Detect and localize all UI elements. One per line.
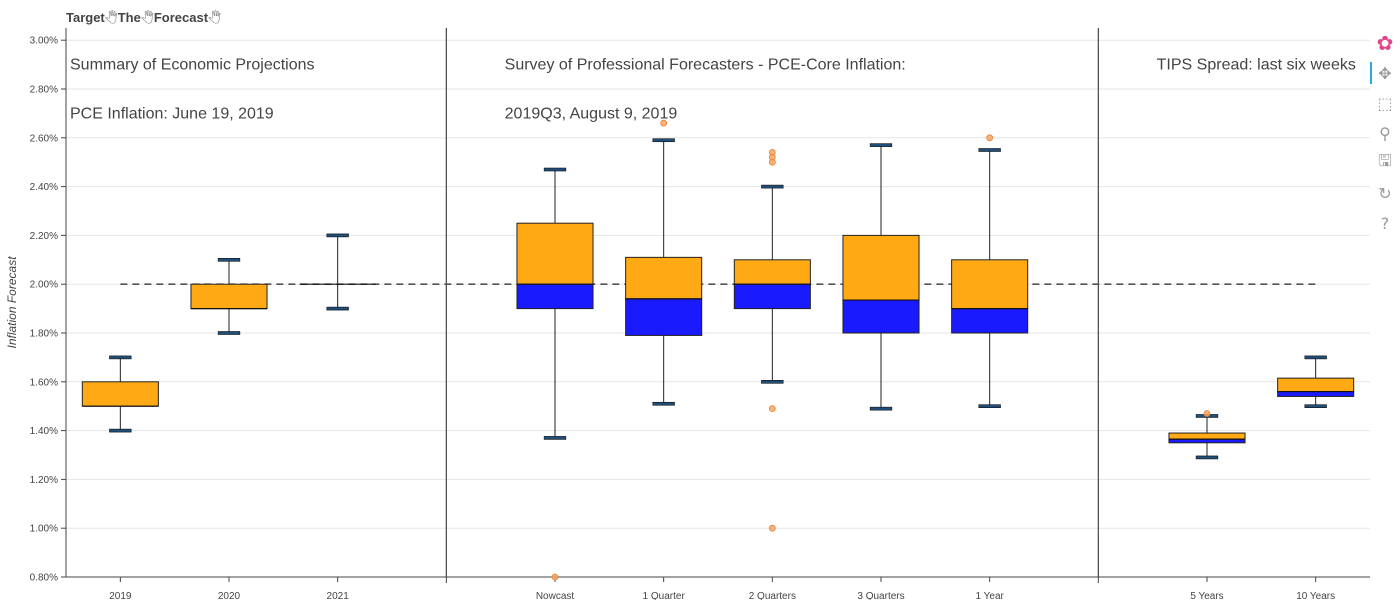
box-upper xyxy=(1168,432,1246,440)
x-tick-label: 3 Quarters xyxy=(857,591,904,600)
chart-toolbar: ✿ ✥ ⬚ ⚲ 🖫 ↻? xyxy=(1370,28,1399,238)
whisker-cap-low xyxy=(543,436,567,440)
whisker-cap-low xyxy=(109,428,132,433)
y-tick-label: 1.20% xyxy=(30,475,58,486)
whisker-cap-low xyxy=(869,406,893,411)
title-part-the: The xyxy=(117,10,141,25)
y-tick-label: 1.00% xyxy=(30,524,58,535)
chart-annotation: Survey of Professional Forecasters - PCE… xyxy=(505,57,906,74)
y-tick-label: 1.40% xyxy=(30,426,58,437)
box-lower xyxy=(951,308,1029,334)
box-upper xyxy=(625,256,703,300)
chart-annotation: PCE Inflation: June 19, 2019 xyxy=(70,105,274,122)
whisker-cap-low xyxy=(1304,404,1327,409)
title-part-forecast: Forecast xyxy=(153,10,209,25)
chart-annotation: TIPS Spread: last six weeks xyxy=(1157,57,1356,74)
pan-icon[interactable]: ✥ xyxy=(1370,58,1399,88)
whisker-cap-high xyxy=(109,355,132,360)
chart-title: Target🖑The🖑Forecast🖑 xyxy=(66,9,221,30)
x-tick-label: 2 Quarters xyxy=(749,591,796,600)
y-tick-label: 2.20% xyxy=(30,231,58,242)
whisker-cap-low xyxy=(1195,455,1219,460)
whisker-cap-low xyxy=(652,401,675,406)
whisker-cap-high xyxy=(1304,355,1327,360)
hand-icon: 🖑 xyxy=(104,11,118,25)
y-tick-label: 2.40% xyxy=(30,182,58,193)
whisker-cap-high xyxy=(217,257,241,262)
y-tick-label: 1.80% xyxy=(30,329,58,340)
box-lower xyxy=(516,283,594,310)
box-lower xyxy=(1277,391,1355,397)
x-tick-label: 2021 xyxy=(327,591,350,600)
x-tick-label: 1 Quarter xyxy=(643,591,686,600)
box-upper xyxy=(81,381,159,407)
whisker-cap-high xyxy=(761,184,784,189)
whisker-cap-low xyxy=(761,379,784,384)
whisker-cap-high xyxy=(326,233,349,238)
chart-annotation: Summary of Economic Projections xyxy=(70,57,315,74)
box-upper xyxy=(951,259,1029,310)
box-plot-chart[interactable]: 0.80% 1.00% 1.20% 1.40% 1.60% 1.80% 2.00% 2.20%… xyxy=(0,0,1370,600)
hand-icon: 🖑 xyxy=(140,11,154,25)
outlier-point xyxy=(768,524,776,532)
y-tick-label: 0.80% xyxy=(30,573,58,584)
x-tick-label: 2019 xyxy=(109,591,132,600)
x-tick-label: 5 Years xyxy=(1190,591,1223,600)
whisker-cap-low xyxy=(217,331,241,335)
hand-icon: 🖑 xyxy=(208,11,221,25)
box-lower xyxy=(842,299,920,334)
chart-annotation: 2019Q3, August 9, 2019 xyxy=(505,105,678,122)
x-tick-label: 1 Year xyxy=(975,591,1004,600)
box-lower xyxy=(625,298,703,336)
save-icon[interactable]: 🖫 xyxy=(1378,150,1392,170)
wheel-zoom-icon[interactable]: ⚲ xyxy=(1379,123,1391,143)
outlier-point xyxy=(768,158,776,166)
whisker-cap-low xyxy=(326,306,349,311)
y-tick-label: 3.00% xyxy=(30,36,58,47)
whisker-cap-high xyxy=(652,138,675,143)
outlier-point xyxy=(551,573,559,581)
help-icon[interactable]: ? xyxy=(1380,213,1390,233)
title-part-target: Target xyxy=(66,10,105,25)
y-tick-label: 1.60% xyxy=(30,377,58,388)
y-tick-label: 2.00% xyxy=(30,280,58,291)
box-upper xyxy=(842,234,920,301)
x-tick-label: Nowcast xyxy=(536,591,575,600)
whisker-cap-high xyxy=(978,148,1001,152)
outlier-point xyxy=(768,405,776,413)
x-tick-label: 10 Years xyxy=(1296,591,1335,600)
y-tick-label: 2.80% xyxy=(30,85,58,96)
outlier-point xyxy=(986,134,994,142)
y-axis-label: Inflation Forecast xyxy=(5,256,19,349)
y-tick-label: 2.60% xyxy=(30,133,58,144)
box-upper xyxy=(190,283,268,310)
box-lower xyxy=(733,283,811,310)
box-upper xyxy=(1277,377,1355,393)
reset-icon[interactable]: ↻ xyxy=(1378,183,1392,203)
x-tick-label: 2020 xyxy=(218,591,241,600)
outlier-point xyxy=(1203,410,1211,417)
box-zoom-icon[interactable]: ⬚ xyxy=(1377,93,1393,113)
bokeh-logo-icon: ✿ xyxy=(1376,31,1394,55)
whisker-cap-low xyxy=(978,404,1001,409)
box-upper xyxy=(733,259,811,285)
outlier-point xyxy=(660,119,668,127)
whisker-cap-high xyxy=(869,143,893,147)
box-upper xyxy=(516,222,594,285)
whisker-cap-high xyxy=(543,167,567,172)
